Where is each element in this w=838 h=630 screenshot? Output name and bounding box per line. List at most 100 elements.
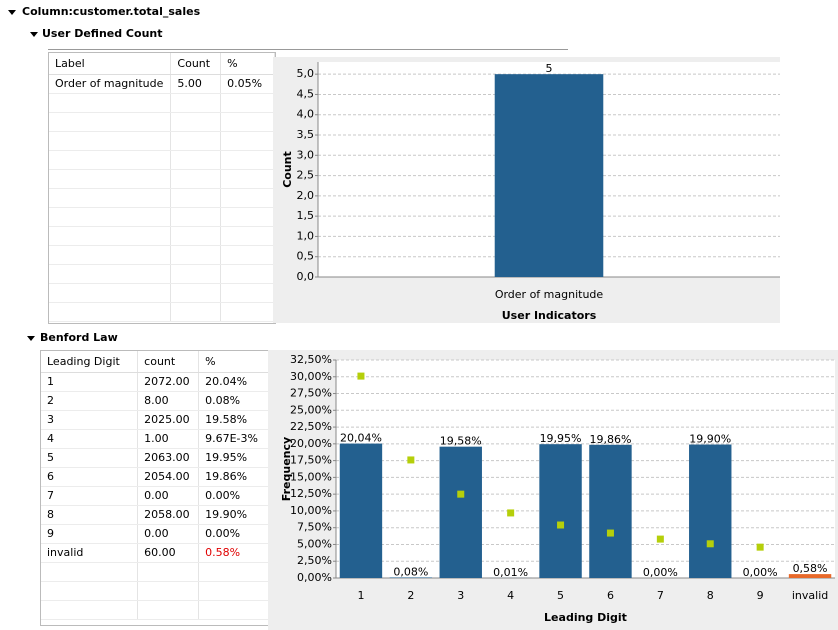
y-axis-title: Count [281,151,294,188]
expected-point [457,490,465,498]
expand-icon[interactable] [27,336,35,341]
table-cell: 2025.00 [137,410,200,430]
empty-cell [137,581,200,601]
empty-row [49,169,275,189]
column-title: Column:customer.total_sales [22,5,201,18]
empty-cell [170,264,222,284]
table: Label Count% Order of magnitude 5.00 0.05% [48,52,276,324]
y-tick-label: 15,00% [290,470,332,483]
bar [689,444,732,578]
expected-point [357,372,365,380]
empty-row [49,93,275,113]
expand-icon[interactable] [30,32,38,37]
table-row: 8 2058.00 19.90% [41,505,269,525]
header-row: Label Count% [49,53,275,75]
empty-row [49,131,275,151]
empty-cell [49,93,172,113]
table-row: 7 0.00 0.00% [41,486,269,506]
empty-row [49,226,275,246]
table-cell: 5.00 [170,74,222,94]
empty-cell [41,581,139,601]
table-cell: 0.00% [198,486,269,506]
y-tick-label: 2,50% [297,554,332,567]
empty-cell [137,600,200,620]
table-cell: 2063.00 [137,448,200,468]
empty-cell [49,112,172,132]
empty-row [49,302,275,322]
empty-cell [49,302,172,322]
table-cell: 0.05% [220,74,275,94]
table: Leading Digit count% 1 2072.00 20.04% 2 8.00 0.… [40,350,270,626]
empty-cell [170,226,222,246]
y-tick-label: 0,0 [297,270,315,283]
x-axis-title: User Indicators [502,309,597,322]
y-tick-label: 0,5 [297,250,315,263]
y-tick-label: 5,00% [297,537,332,550]
table-row: 2 8.00 0.08% [41,391,269,411]
value-label: 0,08% [393,565,428,578]
y-tick-label: 25,00% [290,403,332,416]
value-label: 20,04% [340,432,382,445]
value-label: 0,00% [743,566,778,579]
bar [589,444,632,578]
x-tick-label: 1 [357,589,364,602]
column-header: count [137,351,200,373]
empty-cell [170,150,222,170]
separator [48,49,568,50]
y-tick-label: 1,5 [297,209,315,222]
table-cell: 2072.00 [137,372,200,392]
table-cell: 8 [41,505,139,525]
table-cell: 1 [41,372,139,392]
column-header: Leading Digit [41,351,139,373]
empty-row [41,581,269,601]
x-tick-label: invalid [792,589,828,602]
value-label: 0,58% [793,562,828,575]
bar [539,444,582,578]
y-tick-label: 3,0 [297,148,315,161]
table-cell: Order of magnitude [49,74,172,94]
value-label: 19,86% [589,433,631,446]
empty-cell [49,169,172,189]
y-tick-label: 5,0 [297,67,315,80]
empty-cell [41,600,139,620]
empty-cell [49,207,172,227]
column-header: Label [49,53,172,75]
table-row: 4 1.00 9.67E-3% [41,429,269,449]
x-tick-label: 4 [507,589,514,602]
empty-cell [170,207,222,227]
x-tick-label: 5 [557,589,564,602]
table-cell: 19.90% [198,505,269,525]
y-tick-label: 30,00% [290,370,332,383]
y-tick-label: 20,00% [290,437,332,450]
x-tick-label: Order of magnitude [495,288,604,301]
empty-cell [49,131,172,151]
table-cell: 9 [41,524,139,544]
empty-cell [170,131,222,151]
x-tick-label: 2 [407,589,414,602]
value-label: 0,00% [643,566,678,579]
y-tick-label: 1,0 [297,229,315,242]
empty-row [41,562,269,582]
table-cell: 19.86% [198,467,269,487]
y-tick-label: 22,50% [290,420,332,433]
empty-cell [41,562,139,582]
table-cell: 2054.00 [137,467,200,487]
table-cell: 0.00 [137,486,200,506]
x-axis-title: Leading Digit [544,611,627,624]
expected-point [507,509,515,517]
empty-cell [49,245,172,265]
empty-cell [170,245,222,265]
table-cell: 3 [41,410,139,430]
table-row: invalid 60.00 0.58% [41,543,269,563]
empty-cell [49,264,172,284]
y-tick-label: 2,0 [297,189,315,202]
header-row: Leading Digit count% [41,351,269,373]
x-tick-label: 6 [607,589,614,602]
empty-cell [170,302,222,322]
bar [494,74,604,277]
expand-icon[interactable] [8,10,16,15]
empty-cell [49,188,172,208]
y-tick-label: 3,5 [297,128,315,141]
